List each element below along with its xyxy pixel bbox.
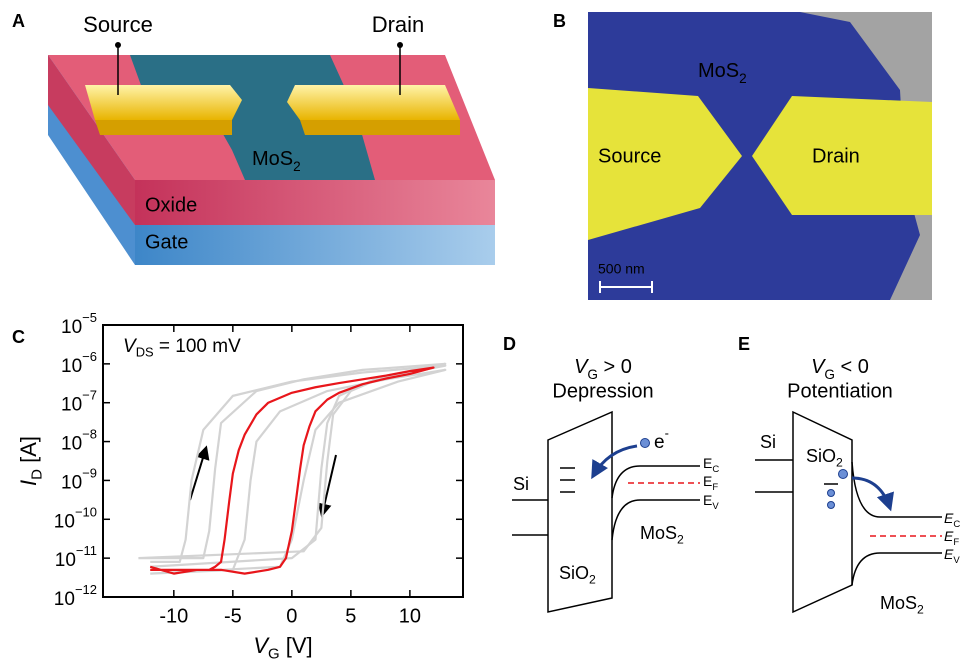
text-part: MoS: [640, 523, 677, 543]
text-part: F: [953, 536, 959, 547]
band-diagram-e: [755, 412, 942, 612]
label: MoS2: [640, 523, 684, 547]
label: EC: [944, 510, 960, 530]
text-part: −11: [76, 544, 97, 559]
label: Depression: [552, 380, 653, 402]
y-tick-label: 10−7: [61, 388, 97, 416]
text-part: 10: [54, 511, 75, 532]
text-part: E: [703, 492, 712, 508]
text-part: 10: [55, 550, 76, 571]
text-part: MoS: [252, 148, 293, 170]
x-tick-label: 5: [345, 605, 356, 627]
label: Source: [83, 12, 153, 37]
panel-letter: E: [738, 334, 750, 354]
label: Drain: [372, 12, 425, 37]
text-part: 2: [293, 159, 301, 174]
text-part: V: [953, 554, 960, 565]
label: EF: [944, 528, 959, 548]
label: Drain: [812, 145, 860, 167]
panel-letter: C: [12, 327, 25, 347]
text-part: E: [703, 455, 712, 471]
text-part: 2: [589, 573, 596, 587]
text-part: −8: [82, 427, 97, 442]
label: VG > 0: [574, 356, 632, 381]
text-part: SiO: [559, 563, 589, 583]
x-tick-label: -10: [159, 605, 188, 627]
text-part: 2: [739, 71, 747, 86]
label: Oxide: [145, 194, 197, 216]
annotation: VDS = 100 mV: [123, 336, 241, 360]
text-part: = 100 mV: [154, 336, 241, 357]
text-part: -: [665, 426, 669, 441]
label: VG < 0: [811, 356, 869, 381]
y-tick-label: 10−11: [55, 544, 97, 572]
text-part: F: [712, 481, 718, 492]
text-part: C: [953, 518, 960, 529]
y-tick-label: 10−5: [61, 310, 97, 338]
text-part: 10: [61, 317, 82, 338]
panel-letter: D: [503, 334, 516, 354]
label: Si: [760, 432, 776, 452]
text-part: 2: [836, 456, 843, 470]
label: MoS2: [880, 593, 924, 617]
y-tick-label: 10−8: [61, 427, 97, 455]
text-part: MoS: [880, 593, 917, 613]
x-axis-label: VG [V]: [253, 633, 312, 663]
text-part: C: [712, 463, 719, 474]
text-part: D: [29, 469, 46, 480]
text-part: > 0: [598, 356, 632, 378]
text-part: −10: [75, 505, 97, 520]
text-part: G: [268, 646, 280, 663]
text-part: −9: [82, 466, 97, 481]
text-part: E: [703, 473, 712, 489]
label: Potentiation: [787, 380, 893, 402]
x-tick-label: 10: [399, 605, 421, 627]
y-tick-label: 10−10: [54, 505, 97, 533]
text-part: [A]: [16, 436, 41, 469]
label: Si: [513, 474, 529, 494]
text-part: −12: [75, 582, 97, 597]
x-tick-label: -5: [224, 605, 242, 627]
y-tick-label: 10−12: [54, 582, 97, 610]
figure: ASourceDrainMoS2OxideGateBMoS2SourceDrai…: [0, 0, 964, 663]
scale-bar-label: 500 nm: [598, 261, 645, 277]
text-part: 2: [677, 533, 684, 547]
text-part: < 0: [835, 356, 869, 378]
text-part: 10: [61, 395, 82, 416]
text-part: 10: [61, 434, 82, 455]
series-line: [150, 366, 445, 567]
label: EC: [703, 455, 719, 475]
text-part: 10: [61, 472, 82, 493]
text-part: −5: [82, 310, 97, 325]
y-tick-label: 10−9: [61, 466, 97, 494]
text-part: e: [654, 432, 665, 453]
panel-letter: B: [553, 11, 566, 31]
text-part: −6: [82, 349, 97, 364]
text-part: 10: [54, 589, 75, 610]
text-part: 2: [917, 603, 924, 617]
x-tick-label: 0: [286, 605, 297, 627]
label: Gate: [145, 231, 188, 253]
y-axis-label: ID [A]: [16, 436, 46, 486]
band-diagram-d: [512, 412, 700, 612]
text-part: 10: [61, 356, 82, 377]
y-tick-label: 10−6: [61, 349, 97, 377]
label: Source: [598, 145, 661, 167]
label: EV: [703, 492, 719, 512]
label: EF: [703, 473, 718, 493]
text-part: −7: [82, 388, 97, 403]
text-part: V: [712, 500, 719, 511]
label: e-: [654, 426, 669, 453]
text-part: [V]: [280, 633, 313, 658]
page: ASourceDrainMoS2OxideGateBMoS2SourceDrai…: [0, 0, 964, 663]
text-part: SiO: [806, 446, 836, 466]
panel-letter: A: [12, 11, 25, 31]
label: EV: [944, 546, 960, 566]
text-part: MoS: [698, 60, 739, 82]
text-part: DS: [136, 345, 154, 360]
